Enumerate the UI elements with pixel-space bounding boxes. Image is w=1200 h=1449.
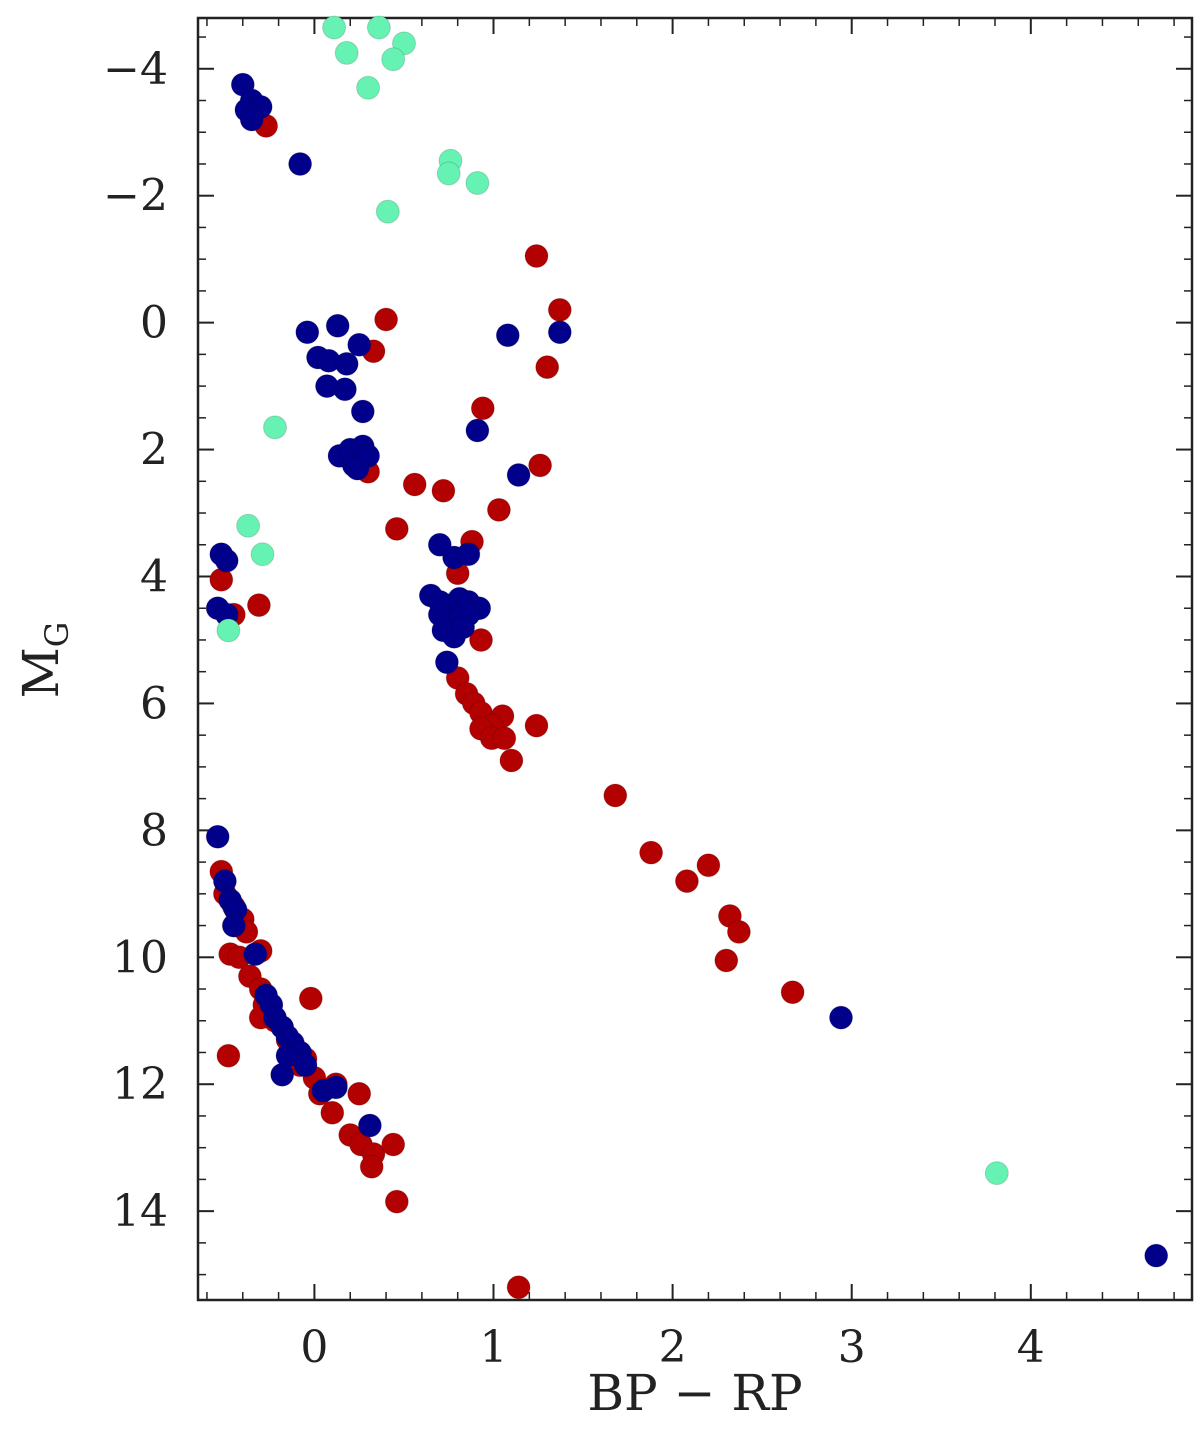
- data-point: [334, 351, 359, 376]
- data-point: [603, 783, 628, 808]
- y-tick-label: 10: [112, 932, 168, 983]
- data-point: [402, 472, 427, 497]
- y-tick-label: 12: [112, 1059, 168, 1110]
- data-point: [347, 1081, 372, 1106]
- data-points: [205, 15, 1169, 1300]
- data-point: [456, 542, 481, 567]
- data-point: [451, 615, 476, 640]
- data-point: [780, 980, 805, 1005]
- data-point: [322, 15, 347, 40]
- data-point: [250, 542, 275, 567]
- series-2: [216, 15, 1009, 1186]
- data-point: [288, 152, 313, 176]
- y-tick-label: 8: [140, 805, 168, 856]
- data-point: [357, 1113, 382, 1138]
- data-point: [381, 1132, 406, 1157]
- data-point: [984, 1161, 1009, 1186]
- data-point: [270, 1062, 295, 1087]
- y-tick-label: −4: [103, 44, 168, 95]
- plot-frame: [196, 16, 1194, 1302]
- x-tick-label: 2: [659, 1322, 687, 1373]
- data-point: [465, 418, 490, 443]
- data-point: [547, 297, 572, 322]
- y-tick-label: 4: [140, 551, 168, 602]
- y-tick-label: 0: [140, 298, 168, 349]
- data-point: [436, 161, 461, 186]
- data-point: [359, 1154, 384, 1179]
- data-point: [499, 748, 524, 773]
- axis-ticks: [198, 18, 1192, 1300]
- x-tick-label: 4: [1017, 1322, 1045, 1373]
- data-point: [334, 40, 359, 65]
- data-point: [315, 374, 339, 399]
- data-point: [381, 47, 406, 72]
- data-point: [216, 618, 241, 643]
- data-point: [696, 853, 721, 878]
- data-point: [714, 948, 739, 973]
- data-point: [524, 713, 549, 738]
- data-point: [295, 320, 320, 345]
- y-tick-label: −2: [103, 171, 168, 222]
- data-point: [243, 942, 268, 967]
- y-axis-title-main: M: [12, 647, 70, 698]
- data-point: [246, 593, 271, 618]
- data-point: [325, 313, 350, 338]
- data-point: [374, 307, 399, 332]
- data-point: [221, 913, 246, 938]
- svg-text:MG: MG: [12, 622, 76, 699]
- data-point: [486, 497, 511, 522]
- x-tick-label: 1: [480, 1322, 508, 1373]
- data-point: [434, 650, 459, 675]
- data-point: [829, 1005, 853, 1030]
- y-tick-label: 14: [112, 1186, 168, 1237]
- data-point: [356, 75, 381, 100]
- data-point: [384, 1189, 409, 1214]
- data-point: [236, 513, 261, 538]
- data-point: [492, 726, 517, 751]
- data-point: [1144, 1243, 1169, 1268]
- data-point: [298, 986, 323, 1011]
- y-tick-label: 2: [140, 425, 168, 476]
- data-point: [469, 628, 493, 652]
- data-point: [726, 919, 751, 944]
- data-point: [384, 516, 409, 541]
- data-point: [431, 478, 456, 503]
- data-point: [674, 869, 699, 894]
- y-axis-title-sub: G: [38, 622, 76, 648]
- data-point: [239, 107, 264, 132]
- x-tick-label: 0: [300, 1322, 328, 1373]
- data-point: [205, 824, 230, 849]
- series-0: [209, 113, 805, 1300]
- data-point: [293, 1053, 318, 1078]
- data-point: [495, 323, 520, 348]
- data-point: [216, 1043, 241, 1068]
- data-point: [214, 548, 239, 573]
- data-point: [347, 332, 372, 357]
- y-axis-title: MG: [12, 622, 76, 699]
- x-tick-label: 3: [838, 1322, 866, 1373]
- data-point: [375, 199, 400, 224]
- data-point: [465, 171, 490, 195]
- y-tick-label: 6: [140, 678, 168, 729]
- data-point: [524, 244, 549, 268]
- data-point: [639, 840, 664, 865]
- data-point: [547, 320, 572, 345]
- x-axis-title: BP − RP: [587, 1364, 802, 1422]
- data-point: [535, 355, 560, 380]
- data-point: [528, 453, 553, 478]
- data-point: [323, 1075, 348, 1100]
- data-point: [350, 399, 375, 424]
- data-point: [263, 415, 287, 440]
- data-point: [345, 456, 370, 481]
- data-point: [366, 15, 391, 40]
- series-1: [205, 72, 1169, 1268]
- data-point: [470, 396, 495, 421]
- data-point: [320, 1100, 345, 1125]
- data-point: [506, 1275, 531, 1300]
- data-point: [506, 463, 531, 487]
